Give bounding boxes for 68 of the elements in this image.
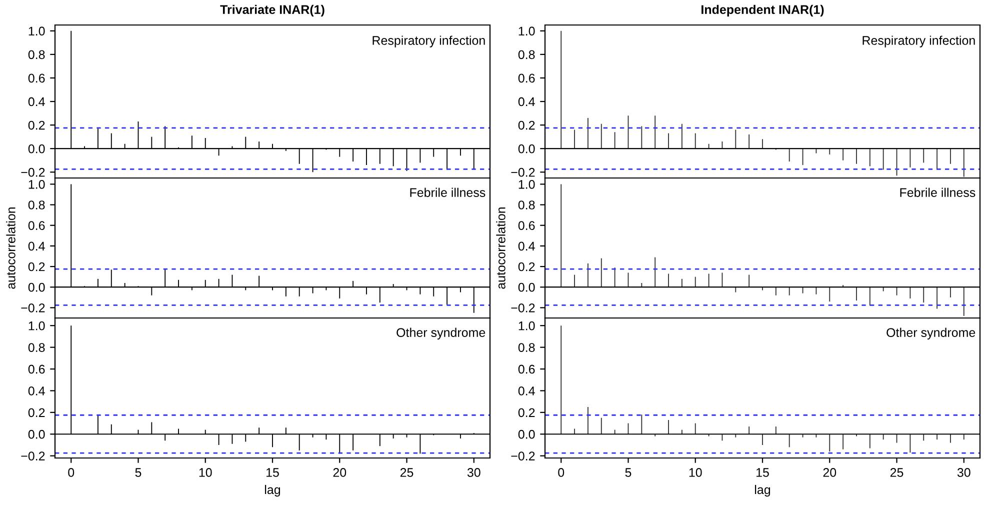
x-tick-label: 15 xyxy=(756,468,769,477)
x-tick-label: 20 xyxy=(823,468,836,477)
annotation: Respiratory infection xyxy=(862,36,975,48)
y-tick-label: 0.2 xyxy=(28,408,45,418)
y-tick-label: 0.0 xyxy=(28,430,45,439)
x-tick-label: 5 xyxy=(135,468,142,477)
y-tick-label: 1.0 xyxy=(28,26,45,36)
y-axis-title: autocorrelation xyxy=(496,207,506,289)
chart-title: Trivariate INAR(1) xyxy=(220,4,324,16)
x-axis-title: lag xyxy=(755,484,770,497)
chart-title: Independent INAR(1) xyxy=(702,4,824,16)
y-tick-label: 0.8 xyxy=(28,200,45,210)
x-tick-label: 30 xyxy=(467,468,480,477)
y-tick-label: −0.2 xyxy=(511,452,535,460)
y-tick-label: 0.2 xyxy=(28,262,45,272)
annotation: Febrile illness xyxy=(900,188,976,197)
y-tick-label: 1.0 xyxy=(28,180,45,189)
x-tick-label: 25 xyxy=(890,468,904,477)
y-tick-label: 0.2 xyxy=(518,120,535,130)
x-tick-label: 25 xyxy=(400,468,414,477)
y-tick-label: −0.2 xyxy=(21,304,45,312)
y-tick-label: 0.2 xyxy=(518,262,535,272)
y-tick-label: 1.0 xyxy=(518,180,535,189)
y-tick-label: 0.4 xyxy=(28,97,45,106)
annotation: Other syndrome xyxy=(396,328,486,340)
y-tick-label: 1.0 xyxy=(28,321,45,330)
y-tick-label: 0.8 xyxy=(28,50,45,60)
y-tick-label: 0.4 xyxy=(518,242,535,251)
y-tick-label: 0.8 xyxy=(518,343,535,352)
y-tick-label: −0.2 xyxy=(511,304,535,312)
x-tick-label: 30 xyxy=(957,468,970,477)
y-tick-label: 0.2 xyxy=(518,408,535,418)
x-axis-title: lag xyxy=(265,484,280,497)
y-tick-label: 0.0 xyxy=(28,144,45,154)
y-tick-label: 0.4 xyxy=(518,97,535,106)
y-tick-label: 0.0 xyxy=(518,282,535,292)
x-tick-label: 20 xyxy=(333,468,346,477)
y-tick-label: 1.0 xyxy=(518,26,535,36)
y-tick-label: 0.4 xyxy=(28,386,45,396)
y-tick-label: 0.4 xyxy=(28,242,45,251)
y-tick-label: −0.2 xyxy=(21,168,45,177)
x-tick-label: 5 xyxy=(625,468,632,477)
y-tick-label: 0.6 xyxy=(518,74,535,83)
y-tick-label: 0.8 xyxy=(518,200,535,210)
y-axis-title: autocorrelation xyxy=(6,207,16,289)
x-tick-label: 15 xyxy=(266,468,279,477)
x-tick-label: 10 xyxy=(689,468,702,477)
y-tick-label: −0.2 xyxy=(511,168,535,177)
annotation: Febrile illness xyxy=(410,188,486,197)
x-tick-label: 0 xyxy=(558,468,564,477)
annotation: Respiratory infection xyxy=(372,36,485,48)
y-tick-label: 0.8 xyxy=(518,50,535,60)
y-tick-label: 1.0 xyxy=(518,321,535,330)
y-tick-label: 0.0 xyxy=(518,430,535,439)
y-tick-label: 0.6 xyxy=(28,221,45,230)
y-tick-label: 0.4 xyxy=(518,386,535,396)
y-tick-label: 0.6 xyxy=(28,74,45,83)
x-tick-label: 0 xyxy=(68,468,74,477)
y-tick-label: 0.6 xyxy=(518,364,535,374)
y-tick-label: 0.6 xyxy=(518,221,535,230)
y-tick-label: 0.6 xyxy=(28,364,45,374)
x-tick-label: 10 xyxy=(199,468,212,477)
y-tick-label: −0.2 xyxy=(21,452,45,460)
y-tick-label: 0.8 xyxy=(28,343,45,352)
y-tick-label: 0.2 xyxy=(28,120,45,130)
annotation: Other syndrome xyxy=(886,328,976,340)
y-tick-label: 0.0 xyxy=(28,282,45,292)
y-tick-label: 0.0 xyxy=(518,144,535,154)
